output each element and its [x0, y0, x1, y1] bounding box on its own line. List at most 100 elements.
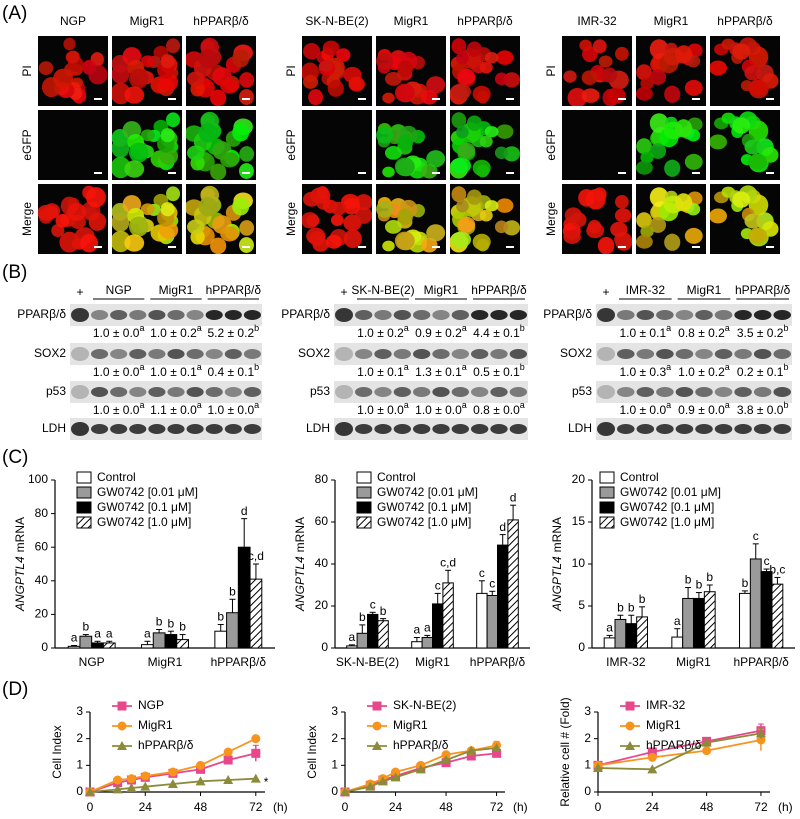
quant-letter: a: [462, 362, 467, 372]
bar: [102, 642, 116, 649]
legend-label: MigR1: [393, 718, 428, 732]
quant-value: 1.0 ± 0.0: [208, 403, 255, 417]
band: [734, 310, 752, 320]
point: [195, 776, 206, 786]
cells: [710, 185, 779, 247]
cell: [376, 52, 394, 70]
band: [773, 387, 791, 397]
cell: [112, 138, 130, 158]
cell: [649, 39, 669, 60]
band: [91, 387, 109, 397]
cell: [343, 229, 362, 249]
cell: [484, 126, 499, 138]
cell: [220, 152, 239, 168]
x-tick-label: 0: [342, 800, 349, 814]
point: [466, 745, 477, 755]
bar: [497, 544, 509, 649]
cell: [472, 159, 491, 176]
band: [205, 310, 223, 320]
quant-value: 1.0 ± 0.1: [150, 365, 197, 379]
y-tick-label: 2: [331, 731, 338, 745]
cell: [581, 70, 598, 86]
legend-label: GW0742 [0.01 μM]: [97, 485, 198, 499]
band: [205, 387, 223, 397]
quant-letter: a: [462, 323, 467, 333]
band: [413, 387, 431, 397]
bar: [214, 630, 228, 649]
lane-label: +: [340, 285, 347, 299]
band: [413, 310, 431, 320]
band: [617, 349, 635, 359]
column-label: MigR1: [130, 14, 165, 28]
legend-swatch: [599, 486, 615, 499]
cell: [376, 126, 394, 144]
point: [491, 743, 502, 752]
scale-bar: [358, 172, 366, 174]
cell: [306, 214, 320, 227]
cell: [129, 142, 149, 163]
legend-marker: [117, 701, 127, 711]
band: [335, 347, 353, 361]
bar: [164, 634, 178, 649]
legend-marker: [117, 721, 127, 731]
cell: [649, 217, 667, 233]
cells: [710, 37, 779, 99]
point: [196, 760, 206, 770]
y-tick-label: 40: [35, 573, 49, 587]
bar: [476, 592, 488, 649]
quantification: 1.0 ± 0.1a: [620, 323, 672, 340]
cell: [65, 50, 80, 64]
cell: [503, 220, 520, 236]
y-tick-label: 15: [572, 514, 586, 528]
cell: [579, 39, 592, 52]
legend-swatch: [356, 471, 372, 484]
x-tick-label: 72: [490, 800, 504, 814]
band: [374, 310, 392, 320]
y-tick-label: 1: [331, 758, 338, 772]
legend-swatch: [599, 471, 615, 484]
y-tick-label: 3: [331, 704, 338, 718]
cell: [598, 55, 613, 68]
cell: [67, 202, 86, 221]
y-label-unit: mRNA: [550, 517, 564, 552]
y-tick-label: 2: [76, 731, 83, 745]
legend-label: MigR1: [646, 718, 681, 732]
cell: [614, 208, 632, 223]
blot-label: PPARβ/δ: [543, 307, 592, 321]
cell: [744, 139, 762, 155]
quantification: 1.3 ± 0.1a: [415, 362, 467, 379]
cell: [466, 115, 482, 131]
band: [71, 308, 89, 322]
band: [335, 385, 353, 399]
cell: [45, 206, 59, 219]
cell: [309, 231, 325, 246]
significance-letter: c: [435, 579, 441, 593]
quantification: 1.0 ± 0.0a: [208, 400, 260, 417]
y-tick-label: 20: [35, 607, 49, 621]
band: [393, 387, 412, 397]
legend-marker: [625, 721, 635, 731]
x-tick-label: MigR1: [148, 655, 183, 669]
legend-label: hPPARβ/δ: [646, 738, 702, 752]
bar: [739, 592, 751, 649]
cell: [160, 54, 175, 69]
quant-letter: a: [139, 362, 144, 372]
band: [186, 349, 204, 359]
y-tick-label: 40: [315, 556, 329, 570]
band: [597, 385, 615, 399]
cell: [322, 40, 340, 56]
band: [675, 310, 694, 320]
bar: [693, 597, 705, 649]
quantification: 1.0 ± 0.0a: [620, 400, 672, 417]
cell: [472, 85, 491, 102]
cell: [421, 237, 438, 253]
band: [656, 310, 674, 320]
blot: [334, 304, 528, 326]
point: [466, 751, 476, 761]
cell: [587, 219, 602, 234]
band: [490, 349, 508, 359]
x-tick-label: 24: [389, 800, 403, 814]
cells: [376, 49, 446, 105]
cell: [325, 234, 342, 249]
band: [471, 387, 489, 397]
